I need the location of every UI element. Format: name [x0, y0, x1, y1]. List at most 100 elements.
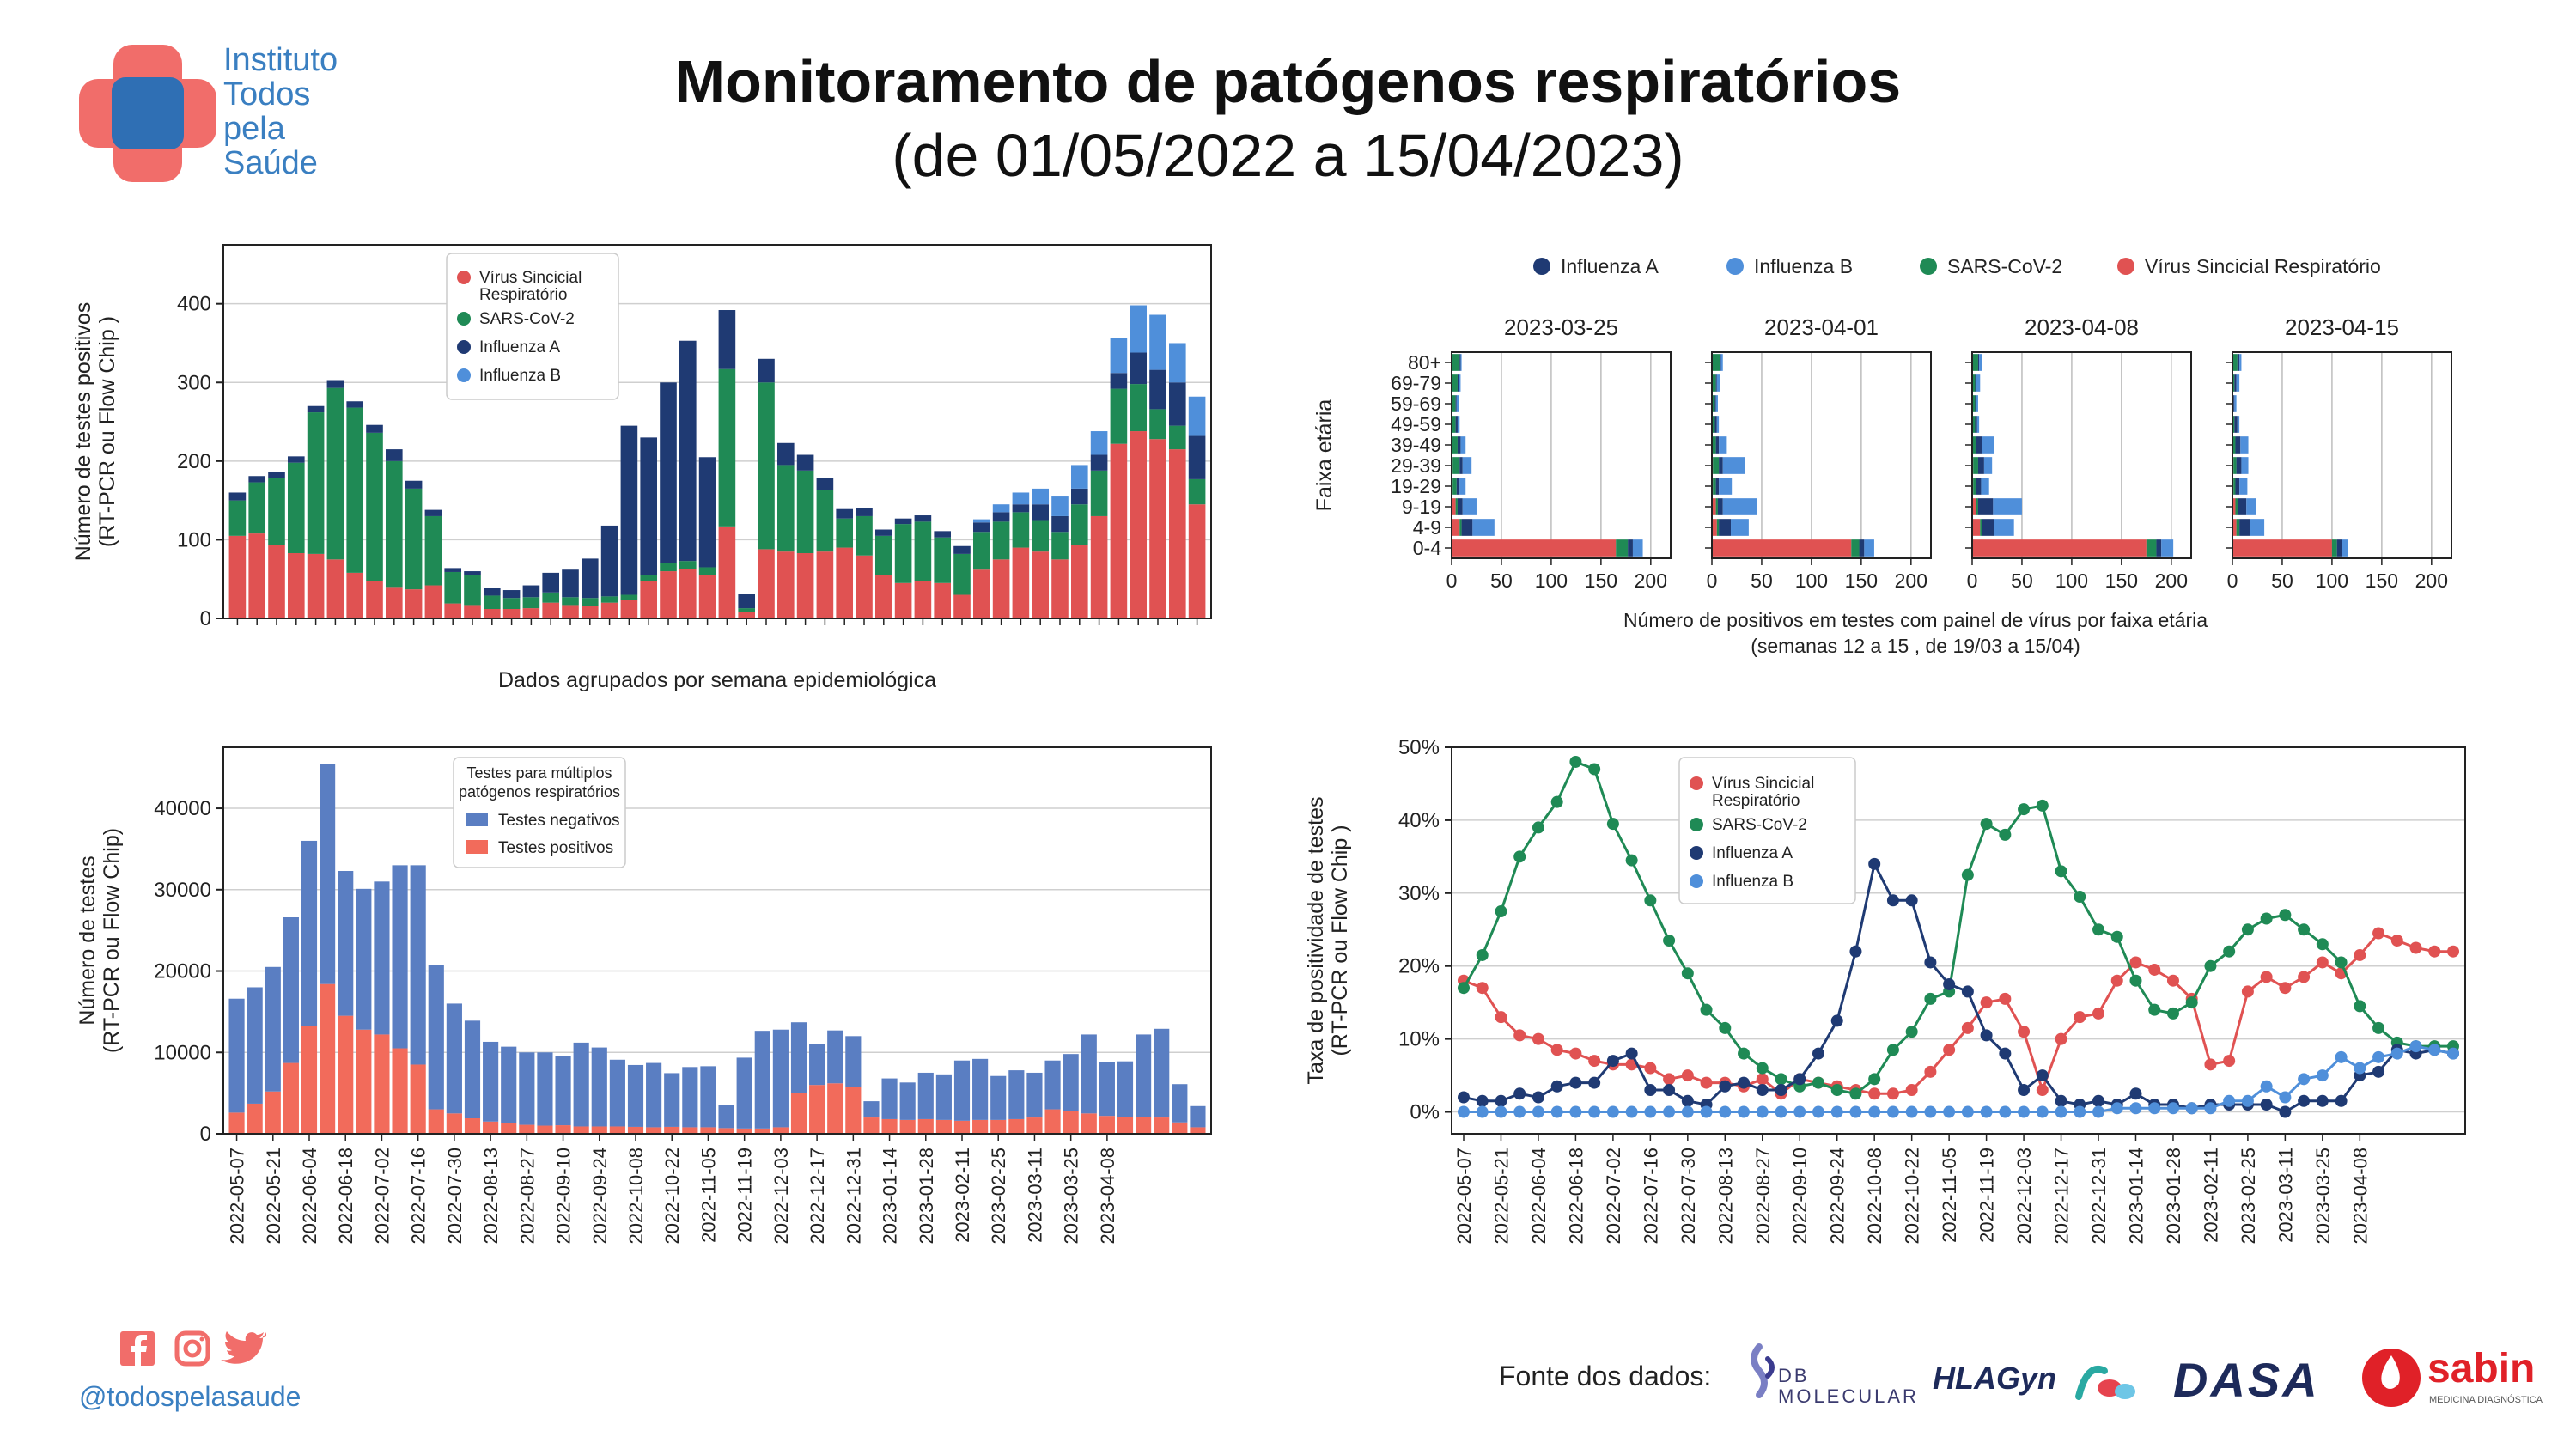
data-point [2110, 930, 2123, 943]
sponsor-db-label: DB MOLECULAR [1778, 1365, 1919, 1407]
data-point [1550, 795, 1563, 808]
twitter-icon[interactable] [221, 1331, 266, 1364]
data-point [2428, 945, 2441, 958]
data-point [1775, 1105, 1787, 1118]
data-point [1476, 982, 1489, 995]
legend-label: Influenza A [479, 338, 560, 356]
bar-segment [1713, 478, 1716, 495]
bar-segment [1460, 436, 1466, 454]
bar-segment [2235, 478, 2240, 495]
bar-segment [1456, 395, 1459, 412]
bar-segment [1722, 498, 1757, 515]
data-point [2036, 1084, 2049, 1097]
bar-segment [934, 582, 952, 618]
data-point [1924, 1065, 1937, 1078]
bar-segment [1719, 478, 1733, 495]
bar-segment [816, 490, 834, 552]
bar-segment [1110, 338, 1128, 374]
bar-segment [1051, 532, 1069, 560]
data-point [1495, 1105, 1507, 1118]
y-axis-label-line: (RT-PCR ou Flow Chip) [100, 828, 124, 1053]
bar-segment [1461, 519, 1473, 536]
bar-segment [1188, 478, 1206, 505]
data-point [1738, 1047, 1751, 1060]
x-tick-label: 200 [2155, 569, 2188, 592]
data-point [1793, 1105, 1806, 1118]
bar-segment [2236, 374, 2240, 392]
bar-segment [1628, 539, 1633, 557]
x-tick-label: 2022-10-08 [625, 1148, 647, 1245]
data-point [1644, 1084, 1657, 1097]
bar-segment [1712, 416, 1715, 433]
bar-segment [1168, 425, 1186, 450]
data-point [1644, 1105, 1657, 1118]
data-point [1700, 1003, 1713, 1016]
bar-segment [283, 1062, 299, 1134]
bar-segment [1472, 519, 1495, 536]
data-point [1812, 1105, 1824, 1118]
y-tick-label: 4-9 [1413, 516, 1441, 539]
bar-segment [1110, 388, 1128, 444]
bar-segment [827, 1030, 843, 1084]
data-point [1756, 1062, 1769, 1075]
instagram-icon[interactable] [174, 1330, 210, 1367]
bar-segment [836, 518, 854, 548]
bar-segment [620, 425, 638, 595]
y-axis-label-line: Faixa etária [1312, 399, 1337, 512]
panel-title: 2023-03-25 [1504, 314, 1618, 340]
sponsor-hlagyn-label: HLAGyn [1933, 1361, 2056, 1396]
bar-segment [1973, 478, 1976, 495]
bar-segment [1070, 488, 1088, 505]
data-point [2335, 1094, 2348, 1107]
bar-segment [1063, 1111, 1079, 1134]
bar-segment [856, 515, 873, 556]
bar-segment [935, 1074, 952, 1120]
data-point [1569, 1076, 1582, 1089]
x-tick-label: 2022-09-10 [1789, 1148, 1811, 1245]
bar-segment [320, 764, 336, 984]
data-point [1980, 1029, 1993, 1042]
data-point [1868, 1073, 1881, 1086]
data-point [2372, 1021, 2385, 1034]
plot-frame [222, 746, 1212, 1135]
data-point [2298, 971, 2311, 983]
bar-segment [934, 537, 952, 583]
data-point [1812, 1047, 1824, 1060]
bar-segment [2232, 374, 2235, 392]
bar-segment [2156, 539, 2162, 557]
data-point [2055, 1105, 2067, 1118]
facebook-icon[interactable] [120, 1331, 155, 1366]
bar-segment [718, 310, 736, 369]
y-tick-label: 59-69 [1391, 393, 1441, 415]
bar-segment [2342, 539, 2348, 557]
bar-segment [1973, 457, 1978, 474]
y-tick-label: 20000 [154, 960, 211, 983]
bar-segment [809, 1085, 825, 1134]
bar-segment [620, 600, 638, 618]
y-axis-label-line: Número de testes positivos [71, 302, 95, 562]
x-tick-label: 2023-02-11 [2200, 1148, 2221, 1243]
bar-segment [2234, 416, 2238, 433]
bar-segment [268, 478, 285, 545]
hlagyn-logo-icon [2075, 1366, 2135, 1400]
bar-segment [301, 840, 318, 1026]
bar-segment [228, 1112, 245, 1134]
bar-segment [247, 1103, 263, 1134]
legend-swatch [457, 312, 471, 326]
bar-segment [338, 871, 354, 1016]
bar-segment [1110, 443, 1128, 618]
data-point [1999, 1105, 2012, 1118]
bar-segment [1172, 1084, 1188, 1123]
social-handle[interactable]: @todospelasaude [79, 1381, 301, 1412]
bar-segment [1026, 1117, 1043, 1134]
y-tick-label: 400 [177, 293, 211, 316]
bar-segment [385, 587, 403, 618]
x-tick-label: 2022-07-16 [1640, 1148, 1661, 1245]
legend-label: Vírus Sincicial [1712, 775, 1814, 793]
bar-segment [934, 531, 952, 538]
x-axis-label: Número de positivos em testes com painel… [1623, 609, 2208, 631]
bar-segment [228, 535, 247, 618]
bar-segment [1457, 436, 1461, 454]
bar-segment [1117, 1117, 1134, 1134]
data-point [1644, 894, 1657, 907]
